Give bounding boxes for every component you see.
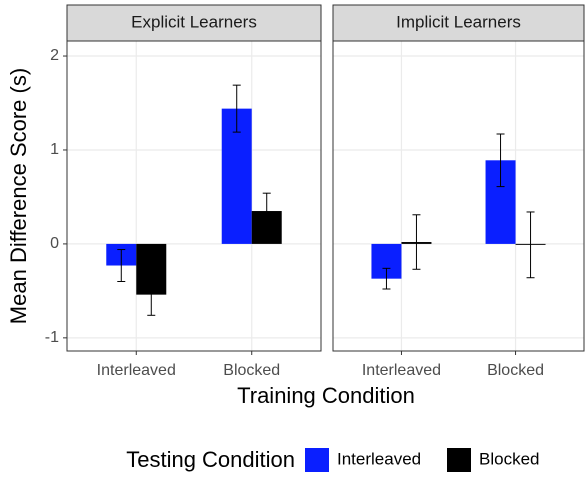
x-axis-label: Training Condition [237, 383, 415, 408]
y-tick-label: 2 [50, 47, 59, 64]
y-tick-label: 0 [50, 235, 59, 252]
error-bar [262, 192, 271, 230]
plot-background [67, 41, 321, 351]
y-tick-label: -1 [45, 329, 59, 346]
error-bar [117, 249, 126, 282]
legend-swatch [305, 448, 329, 472]
x-tick-label: Interleaved [362, 362, 441, 379]
panel-border [332, 40, 585, 352]
legend-title: Testing Condition [126, 447, 295, 472]
panel-border [66, 40, 322, 352]
error-bar [382, 267, 391, 290]
x-tick-label: Blocked [487, 362, 544, 379]
x-tick-label: Blocked [223, 362, 280, 379]
facet-title: Explicit Learners [131, 12, 257, 31]
error-bar [526, 211, 535, 279]
facet-title: Implicit Learners [396, 12, 521, 31]
legend-label: Blocked [479, 449, 539, 468]
x-tick-label: Interleaved [97, 362, 176, 379]
facet-strip [66, 4, 322, 42]
y-axis-label: Mean Difference Score (s) [6, 68, 31, 324]
error-bar [147, 273, 156, 316]
legend-swatch [447, 448, 471, 472]
error-bar [232, 84, 241, 133]
error-bar [496, 133, 505, 188]
legend-label: Interleaved [337, 449, 421, 468]
facet-strip [332, 4, 585, 42]
plot-background [333, 41, 584, 351]
error-bar [412, 214, 421, 270]
y-tick-label: 1 [50, 141, 59, 158]
